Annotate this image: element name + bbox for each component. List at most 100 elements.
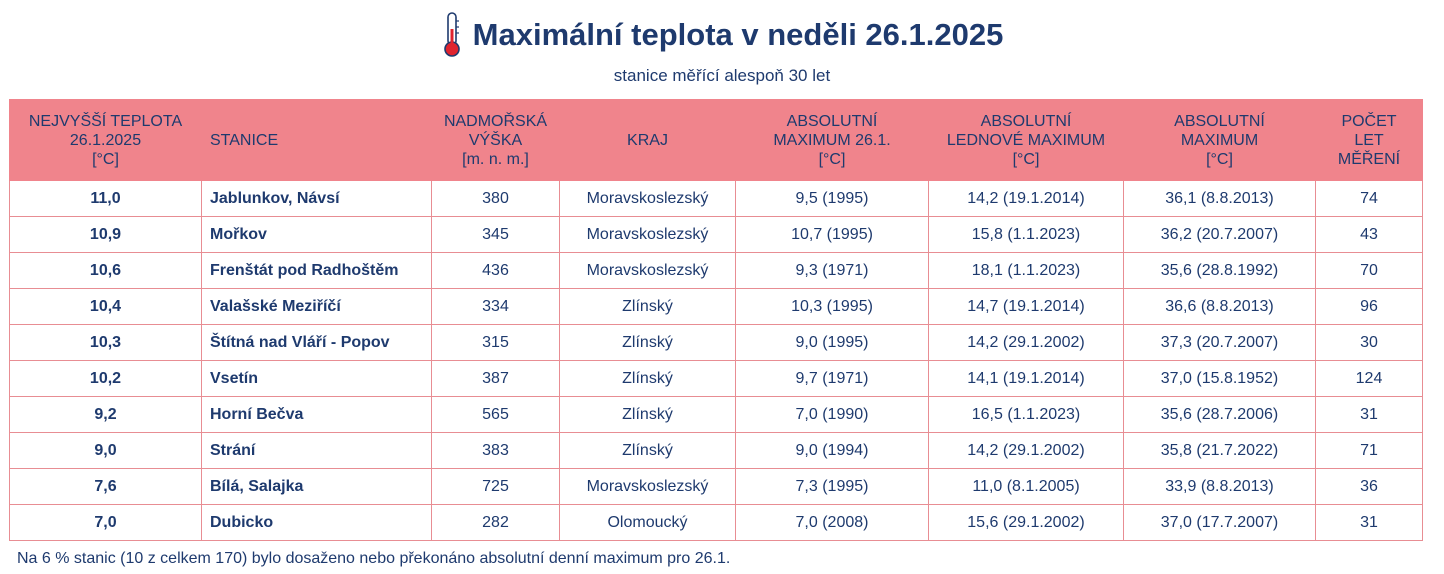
- table-header-row: NEJVYŠŠÍ TEPLOTA 26.1.2025 [°C] STANICE …: [9, 99, 1423, 181]
- temperature-table: NEJVYŠŠÍ TEPLOTA 26.1.2025 [°C] STANICE …: [9, 99, 1423, 541]
- cell-station: Horní Bečva: [201, 396, 432, 433]
- cell-abs-max-day: 9,0 (1994): [735, 432, 929, 469]
- cell-region: Olomoucký: [559, 504, 736, 541]
- header-abs-max: ABSOLUTNÍ MAXIMUM [°C]: [1123, 99, 1316, 181]
- table-row: 7,0 Dubicko 282 Olomoucký 7,0 (2008) 15,…: [9, 504, 1423, 541]
- cell-abs-max-day: 7,3 (1995): [735, 468, 929, 505]
- cell-max-temp: 10,3: [9, 324, 202, 361]
- cell-station: Jablunkov, Návsí: [201, 180, 432, 217]
- cell-max-temp: 9,0: [9, 432, 202, 469]
- cell-abs-max-day: 7,0 (2008): [735, 504, 929, 541]
- table-row: 10,4 Valašské Meziříčí 334 Zlínský 10,3 …: [9, 288, 1423, 325]
- cell-abs-max-january: 11,0 (8.1.2005): [928, 468, 1124, 505]
- cell-years: 96: [1315, 288, 1423, 325]
- cell-abs-max: 37,0 (15.8.1952): [1123, 360, 1316, 397]
- cell-station: Štítná nad Vláří - Popov: [201, 324, 432, 361]
- cell-max-temp: 7,6: [9, 468, 202, 505]
- cell-region: Moravskoslezský: [559, 216, 736, 253]
- cell-max-temp: 10,6: [9, 252, 202, 289]
- cell-region: Zlínský: [559, 360, 736, 397]
- table-row: 10,3 Štítná nad Vláří - Popov 315 Zlínsk…: [9, 324, 1423, 361]
- cell-years: 30: [1315, 324, 1423, 361]
- cell-altitude: 565: [431, 396, 560, 433]
- cell-abs-max: 36,2 (20.7.2007): [1123, 216, 1316, 253]
- cell-abs-max-day: 10,3 (1995): [735, 288, 929, 325]
- cell-abs-max-january: 14,2 (19.1.2014): [928, 180, 1124, 217]
- cell-abs-max: 33,9 (8.8.2013): [1123, 468, 1316, 505]
- cell-altitude: 725: [431, 468, 560, 505]
- cell-altitude: 334: [431, 288, 560, 325]
- cell-abs-max: 35,6 (28.7.2006): [1123, 396, 1316, 433]
- table-row: 9,0 Strání 383 Zlínský 9,0 (1994) 14,2 (…: [9, 432, 1423, 469]
- cell-altitude: 345: [431, 216, 560, 253]
- cell-abs-max-january: 14,2 (29.1.2002): [928, 324, 1124, 361]
- cell-station: Dubicko: [201, 504, 432, 541]
- cell-station: Bílá, Salajka: [201, 468, 432, 505]
- cell-years: 70: [1315, 252, 1423, 289]
- cell-years: 124: [1315, 360, 1423, 397]
- cell-abs-max-day: 10,7 (1995): [735, 216, 929, 253]
- cell-abs-max-january: 15,6 (29.1.2002): [928, 504, 1124, 541]
- cell-years: 31: [1315, 396, 1423, 433]
- cell-abs-max-day: 7,0 (1990): [735, 396, 929, 433]
- cell-years: 31: [1315, 504, 1423, 541]
- cell-altitude: 436: [431, 252, 560, 289]
- cell-abs-max-january: 15,8 (1.1.2023): [928, 216, 1124, 253]
- cell-altitude: 315: [431, 324, 560, 361]
- cell-station: Mořkov: [201, 216, 432, 253]
- cell-abs-max: 36,1 (8.8.2013): [1123, 180, 1316, 217]
- cell-years: 43: [1315, 216, 1423, 253]
- cell-max-temp: 10,4: [9, 288, 202, 325]
- cell-abs-max-january: 14,2 (29.1.2002): [928, 432, 1124, 469]
- thermometer-icon: [443, 12, 460, 57]
- cell-altitude: 282: [431, 504, 560, 541]
- header-max-temp: NEJVYŠŠÍ TEPLOTA 26.1.2025 [°C]: [9, 99, 202, 181]
- table-row: 10,6 Frenštát pod Radhoštěm 436 Moravsko…: [9, 252, 1423, 289]
- cell-abs-max-january: 14,7 (19.1.2014): [928, 288, 1124, 325]
- cell-region: Zlínský: [559, 396, 736, 433]
- cell-station: Frenštát pod Radhoštěm: [201, 252, 432, 289]
- cell-region: Zlínský: [559, 324, 736, 361]
- header-region: KRAJ: [559, 99, 736, 181]
- cell-station: Vsetín: [201, 360, 432, 397]
- cell-region: Zlínský: [559, 432, 736, 469]
- footnote: Na 6 % stanic (10 z celkem 170) bylo dos…: [17, 550, 731, 567]
- cell-max-temp: 10,2: [9, 360, 202, 397]
- cell-max-temp: 10,9: [9, 216, 202, 253]
- cell-region: Moravskoslezský: [559, 252, 736, 289]
- cell-region: Moravskoslezský: [559, 468, 736, 505]
- header-station: STANICE: [201, 99, 432, 181]
- page-subtitle: stanice měřící alespoň 30 let: [613, 66, 831, 85]
- cell-max-temp: 11,0: [9, 180, 202, 217]
- cell-abs-max-january: 14,1 (19.1.2014): [928, 360, 1124, 397]
- cell-abs-max-january: 16,5 (1.1.2023): [928, 396, 1124, 433]
- cell-abs-max-day: 9,3 (1971): [735, 252, 929, 289]
- header-years: POČET LET MĚŘENÍ: [1315, 99, 1423, 181]
- cell-station: Valašské Meziříčí: [201, 288, 432, 325]
- header-abs-max-january: ABSOLUTNÍ LEDNOVÉ MAXIMUM [°C]: [928, 99, 1124, 181]
- table-row: 7,6 Bílá, Salajka 725 Moravskoslezský 7,…: [9, 468, 1423, 505]
- cell-abs-max: 37,3 (20.7.2007): [1123, 324, 1316, 361]
- table-row: 10,2 Vsetín 387 Zlínský 9,7 (1971) 14,1 …: [9, 360, 1423, 397]
- header-altitude: NADMOŘSKÁ VÝŠKA [m. n. m.]: [431, 99, 560, 181]
- cell-abs-max: 35,8 (21.7.2022): [1123, 432, 1316, 469]
- cell-abs-max: 35,6 (28.8.1992): [1123, 252, 1316, 289]
- page-title: Maximální teplota v neděli 26.1.2025: [472, 17, 1004, 52]
- cell-abs-max-day: 9,7 (1971): [735, 360, 929, 397]
- header-abs-max-day: ABSOLUTNÍ MAXIMUM 26.1. [°C]: [735, 99, 929, 181]
- cell-max-temp: 9,2: [9, 396, 202, 433]
- cell-years: 74: [1315, 180, 1423, 217]
- cell-abs-max: 37,0 (17.7.2007): [1123, 504, 1316, 541]
- table-row: 11,0 Jablunkov, Návsí 380 Moravskoslezsk…: [9, 180, 1423, 217]
- cell-abs-max-january: 18,1 (1.1.2023): [928, 252, 1124, 289]
- cell-abs-max-day: 9,0 (1995): [735, 324, 929, 361]
- cell-region: Zlínský: [559, 288, 736, 325]
- cell-altitude: 383: [431, 432, 560, 469]
- cell-years: 71: [1315, 432, 1423, 469]
- cell-abs-max-day: 9,5 (1995): [735, 180, 929, 217]
- cell-altitude: 380: [431, 180, 560, 217]
- cell-max-temp: 7,0: [9, 504, 202, 541]
- cell-years: 36: [1315, 468, 1423, 505]
- table-row: 10,9 Mořkov 345 Moravskoslezský 10,7 (19…: [9, 216, 1423, 253]
- cell-abs-max: 36,6 (8.8.2013): [1123, 288, 1316, 325]
